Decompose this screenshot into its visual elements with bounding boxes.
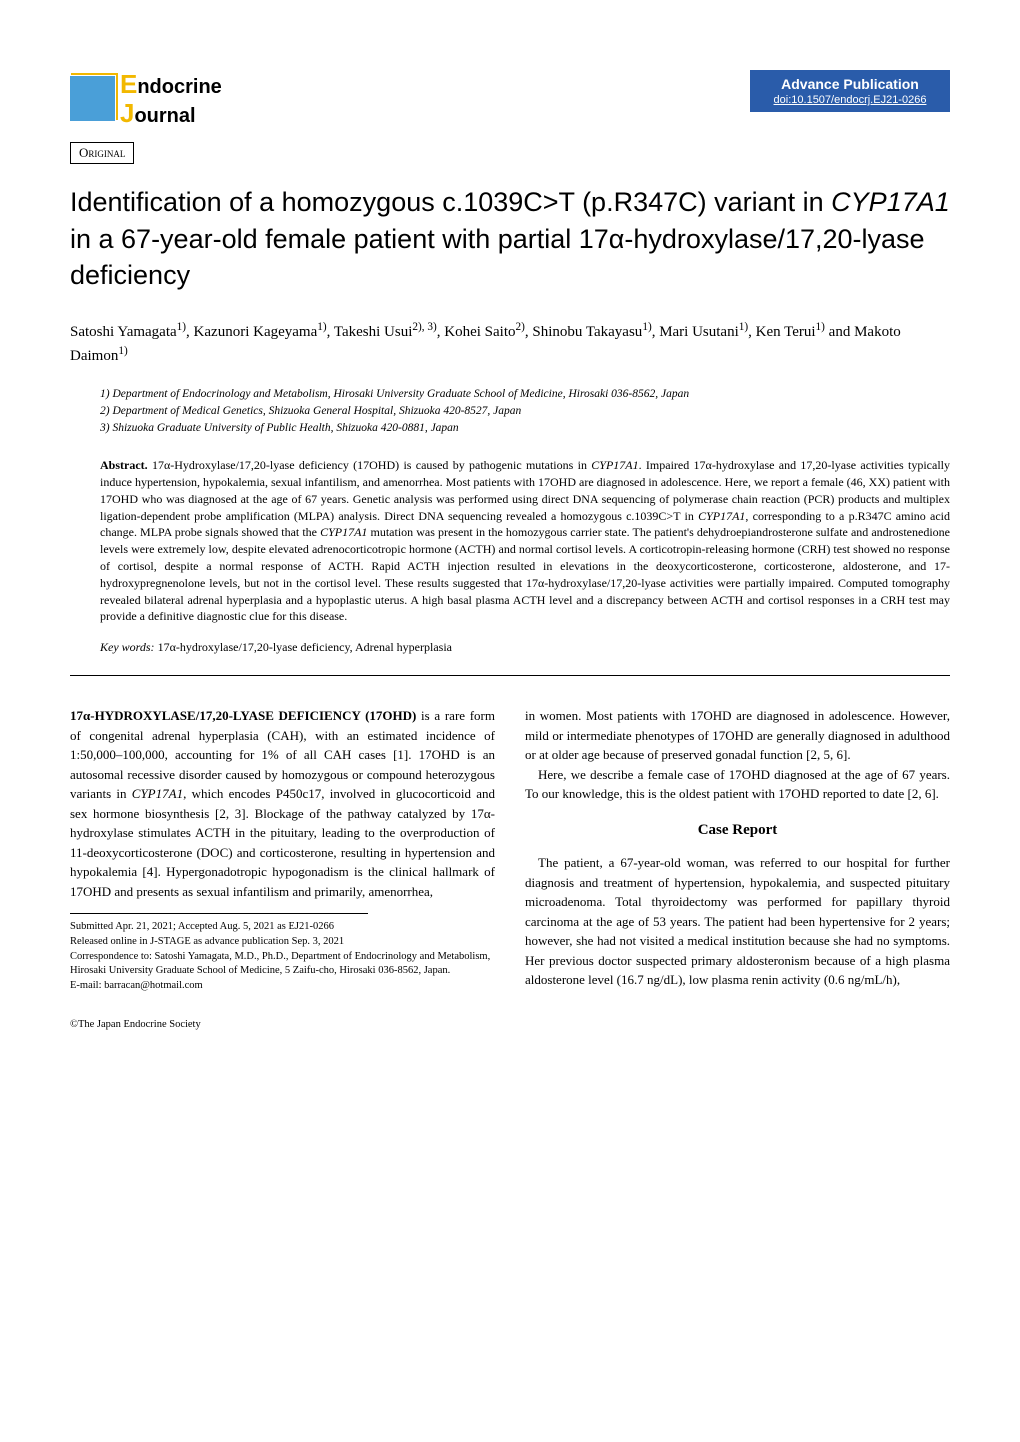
- author-list: Satoshi Yamagata1), Kazunori Kageyama1),…: [70, 319, 950, 368]
- affiliation-1: 1) Department of Endocrinology and Metab…: [100, 386, 950, 403]
- advance-pub-title: Advance Publication: [762, 76, 938, 92]
- journal-name-rest1: ndocrine: [137, 76, 221, 98]
- article-type-badge: Original: [70, 142, 134, 164]
- body-two-column: 17α-HYDROXYLASE/17,20-LYASE DEFICIENCY (…: [70, 706, 950, 993]
- submission-footnote: Submitted Apr. 21, 2021; Accepted Aug. 5…: [70, 920, 495, 993]
- case-report-heading: Case Report: [525, 819, 950, 842]
- journal-name-line2: Journal: [120, 99, 222, 128]
- journal-name-line1: Endocrine: [120, 70, 222, 99]
- header-row: Endocrine Journal Advance Publication do…: [70, 70, 950, 127]
- affiliations: 1) Department of Endocrinology and Metab…: [100, 386, 950, 438]
- footnote-divider: [70, 913, 368, 914]
- abstract-text: 17α-Hydroxylase/17,20-lyase deficiency (…: [100, 458, 950, 623]
- footnote-submitted: Submitted Apr. 21, 2021; Accepted Aug. 5…: [70, 920, 495, 935]
- logo-letter-e: E: [120, 69, 137, 99]
- section-divider: [70, 675, 950, 676]
- right-para-3: The patient, a 67-year-old woman, was re…: [525, 853, 950, 990]
- keywords: Key words: 17α-hydroxylase/17,20-lyase d…: [100, 640, 950, 655]
- footnote-email: E-mail: barracan@hotmail.com: [70, 979, 495, 994]
- abstract-label: Abstract.: [100, 458, 148, 472]
- affiliation-3: 3) Shizuoka Graduate University of Publi…: [100, 420, 950, 437]
- right-para-1: in women. Most patients with 17OHD are d…: [525, 706, 950, 765]
- keywords-text: 17α-hydroxylase/17,20-lyase deficiency, …: [158, 640, 452, 654]
- article-title: Identification of a homozygous c.1039C>T…: [70, 184, 950, 293]
- affiliation-2: 2) Department of Medical Genetics, Shizu…: [100, 403, 950, 420]
- logo-letter-j: J: [120, 98, 134, 128]
- intro-rest: is a rare form of congenital adrenal hyp…: [70, 708, 495, 899]
- journal-name-rest2: ournal: [134, 105, 195, 127]
- right-para-2: Here, we describe a female case of 17OHD…: [525, 765, 950, 804]
- keywords-label: Key words:: [100, 640, 155, 654]
- journal-logo: Endocrine Journal: [70, 70, 222, 127]
- intro-paragraph: 17α-HYDROXYLASE/17,20-LYASE DEFICIENCY (…: [70, 706, 495, 901]
- copyright: ©The Japan Endocrine Society: [70, 1019, 950, 1030]
- abstract: Abstract. 17α-Hydroxylase/17,20-lyase de…: [100, 457, 950, 625]
- footnote-released: Released online in J-STAGE as advance pu…: [70, 935, 495, 950]
- right-column: in women. Most patients with 17OHD are d…: [525, 706, 950, 993]
- logo-square-icon: [70, 76, 115, 121]
- footnote-correspondence: Correspondence to: Satoshi Yamagata, M.D…: [70, 950, 495, 979]
- advance-pub-doi[interactable]: doi:10.1507/endocrj.EJ21-0266: [762, 94, 938, 106]
- intro-lead: 17α-HYDROXYLASE/17,20-LYASE DEFICIENCY (…: [70, 708, 416, 723]
- left-column: 17α-HYDROXYLASE/17,20-LYASE DEFICIENCY (…: [70, 706, 495, 993]
- advance-publication-badge: Advance Publication doi:10.1507/endocrj.…: [750, 70, 950, 112]
- logo-text: Endocrine Journal: [120, 70, 222, 127]
